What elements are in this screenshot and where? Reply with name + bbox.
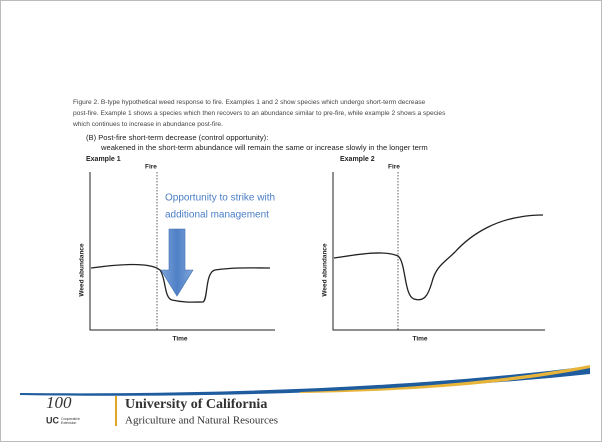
- y-axis-label: Weed abundance: [79, 243, 86, 297]
- heading-line: weakened in the short-term abundance wil…: [100, 143, 428, 152]
- arrow: [160, 228, 194, 297]
- y-axis-label: Weed abundance: [322, 243, 329, 297]
- logo-small: Extension: [61, 421, 76, 425]
- logo-uc: UC: [46, 415, 59, 425]
- axes: [332, 172, 545, 331]
- fire-label: Fire: [145, 164, 157, 171]
- axes: [89, 172, 275, 331]
- curve: [90, 263, 271, 303]
- fire-label: Fire: [388, 164, 400, 171]
- logo-small: Cooperative: [61, 417, 80, 421]
- curve: [333, 214, 544, 301]
- university: University of California: [125, 397, 267, 412]
- caption-line: Figure 2. B-type hypothetical weed respo…: [73, 99, 426, 106]
- divider: [115, 396, 117, 426]
- caption-line: post-fire. Example 1 shows a species whi…: [73, 110, 446, 117]
- example-title: Example 2: [340, 156, 375, 163]
- x-axis-label: Time: [412, 336, 427, 343]
- annotation-line: Opportunity to strike with: [165, 193, 275, 204]
- division: Agriculture and Natural Resources: [125, 415, 278, 427]
- caption-line: which continues to increase in abundance…: [72, 121, 223, 128]
- heading-line: (B) Post-fire short-term decrease (contr…: [86, 133, 268, 142]
- example-title: Example 1: [86, 156, 121, 163]
- logo: 100: [46, 393, 72, 412]
- swoosh-blue: [20, 366, 590, 396]
- x-axis-label: Time: [172, 336, 187, 343]
- annotation-line: additional management: [165, 210, 269, 221]
